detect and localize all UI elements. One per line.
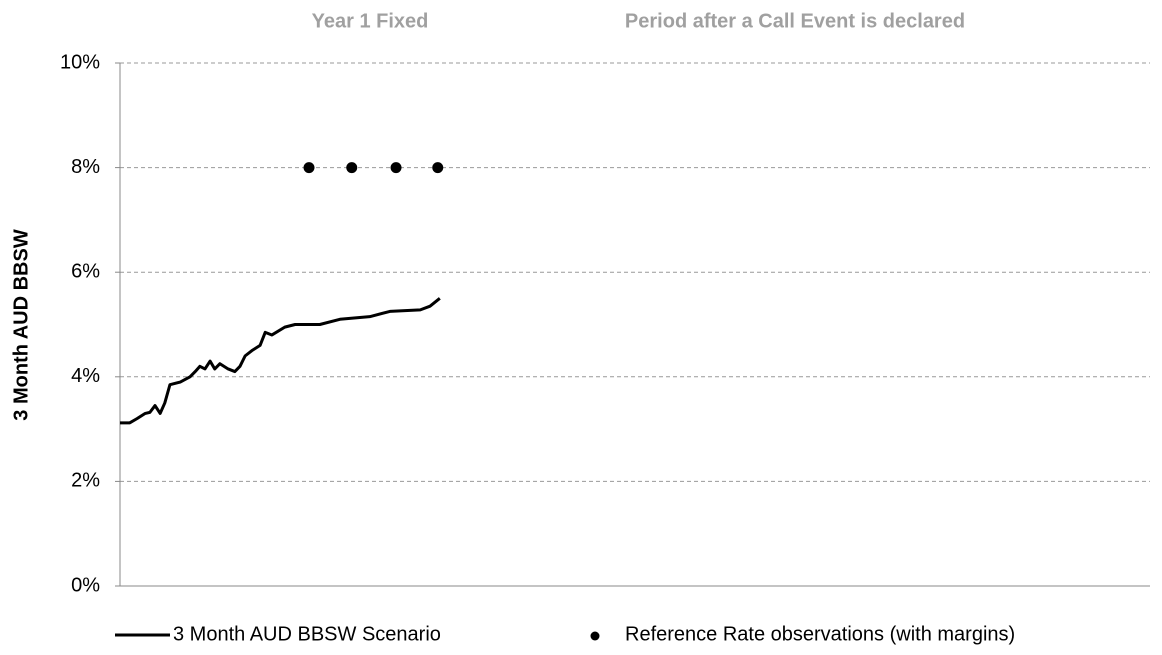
point bbox=[390, 162, 402, 174]
annotation: Year 1 Fixed bbox=[312, 10, 429, 32]
y-tick-label: 6% bbox=[71, 260, 100, 282]
point bbox=[432, 162, 444, 174]
point bbox=[303, 162, 315, 174]
annotation: Period after a Call Event is declared bbox=[625, 10, 965, 32]
line bbox=[120, 297, 441, 425]
legend-label: 3 Month AUD BBSW Scenario bbox=[173, 623, 441, 645]
y-tick-label: 4% bbox=[71, 365, 100, 387]
legend-swatch bbox=[590, 631, 600, 641]
legend-label: Reference Rate observations (with margin… bbox=[625, 623, 1015, 645]
y-tick-label: 10% bbox=[60, 51, 100, 73]
y-tick-label: 8% bbox=[71, 156, 100, 178]
point bbox=[346, 162, 358, 174]
y-axis-title: 3 Month AUD BBSW bbox=[10, 229, 32, 421]
y-tick-label: 0% bbox=[71, 574, 100, 596]
y-tick-label: 2% bbox=[71, 470, 100, 492]
